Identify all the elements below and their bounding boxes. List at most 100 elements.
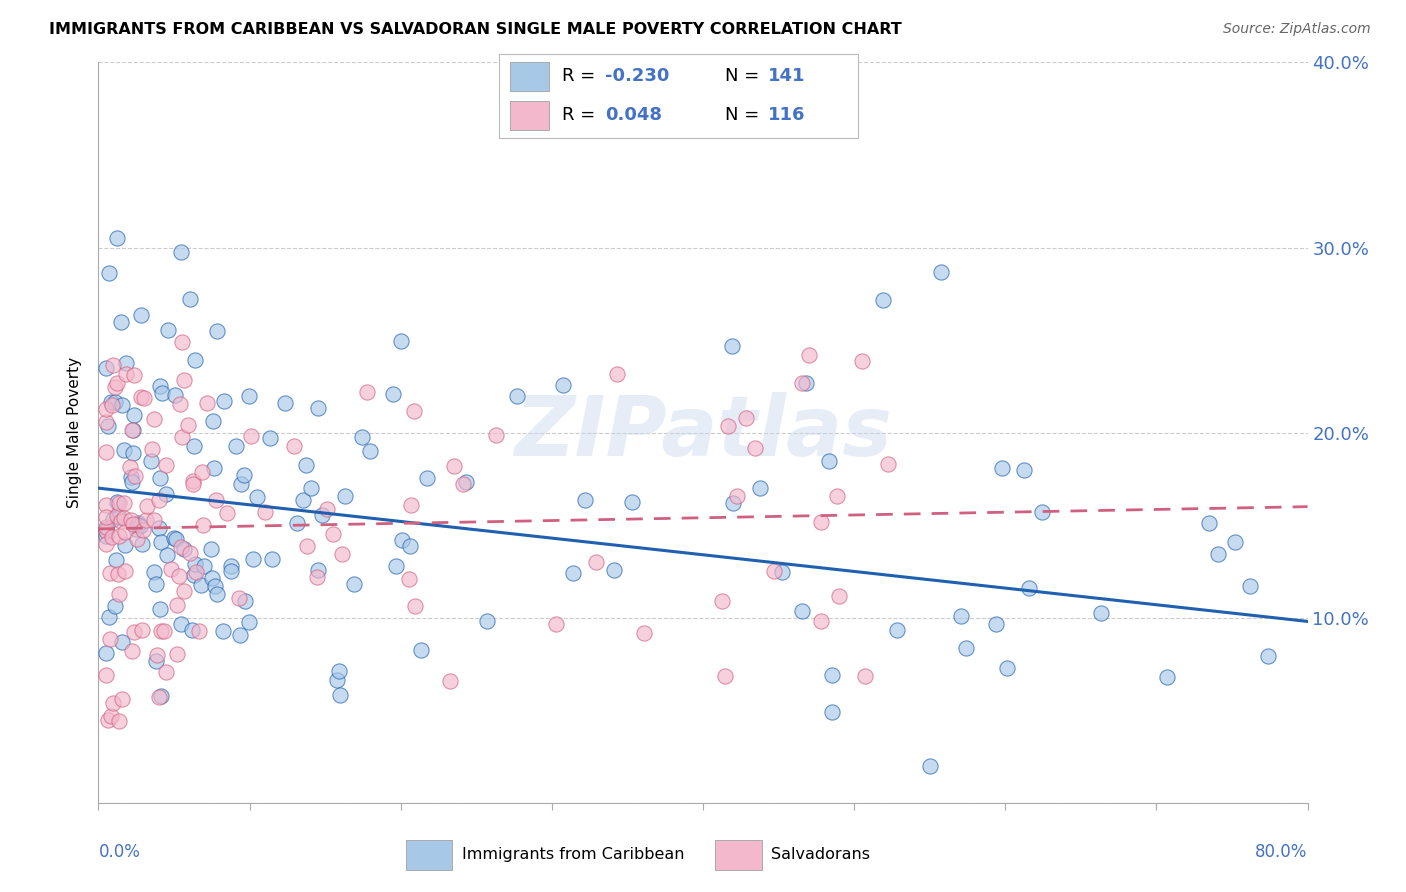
Point — [202, 460, 225, 475]
Point — [219, 559, 242, 574]
Point — [155, 458, 177, 472]
Text: Immigrants from Caribbean: Immigrants from Caribbean — [461, 847, 685, 862]
Point — [129, 519, 152, 533]
Point — [100, 709, 122, 723]
Point — [770, 565, 793, 579]
Point — [744, 441, 766, 455]
Point — [404, 403, 426, 417]
Point — [238, 615, 260, 629]
Point — [454, 475, 477, 489]
Point — [166, 647, 188, 661]
Point — [115, 367, 138, 381]
Text: Salvadorans: Salvadorans — [770, 847, 870, 862]
Point — [124, 469, 146, 483]
Point — [121, 517, 143, 532]
Point — [356, 385, 378, 400]
Point — [399, 498, 422, 512]
Point — [131, 537, 153, 551]
Point — [101, 358, 124, 372]
Point — [851, 353, 873, 368]
Text: R =: R = — [562, 106, 600, 124]
Point — [188, 624, 211, 639]
Point — [181, 477, 204, 491]
Point — [238, 389, 260, 403]
Point — [797, 348, 820, 362]
Point — [1031, 505, 1053, 519]
Point — [398, 539, 420, 553]
Point — [122, 423, 145, 437]
Point — [810, 614, 832, 628]
Point — [416, 471, 439, 485]
Bar — [716, 839, 762, 870]
Point — [97, 266, 120, 280]
Point — [1012, 463, 1035, 477]
Point — [574, 493, 596, 508]
Point — [94, 415, 117, 429]
Point — [818, 454, 841, 468]
Point — [1156, 671, 1178, 685]
Point — [853, 669, 876, 683]
Point — [714, 669, 737, 683]
Point — [204, 579, 226, 593]
Point — [929, 265, 952, 279]
Point — [131, 390, 153, 404]
Text: N =: N = — [725, 68, 765, 86]
Point — [166, 598, 188, 612]
Point — [160, 561, 183, 575]
Point — [94, 524, 117, 538]
Point — [179, 293, 201, 307]
Point — [94, 402, 117, 417]
Point — [233, 594, 256, 608]
Point — [191, 466, 214, 480]
Point — [122, 624, 145, 639]
Point — [322, 526, 344, 541]
Point — [94, 445, 117, 459]
Bar — [510, 101, 550, 130]
Point — [94, 522, 117, 536]
Point — [205, 324, 228, 338]
Point — [506, 389, 529, 403]
Point — [544, 616, 567, 631]
Point — [107, 529, 129, 543]
Point — [872, 293, 894, 307]
Point — [121, 446, 143, 460]
Point — [229, 628, 252, 642]
Point — [918, 758, 941, 772]
Point — [105, 231, 128, 245]
Point — [193, 559, 215, 574]
Point — [585, 555, 607, 569]
Point — [329, 688, 352, 702]
Point — [132, 391, 155, 405]
Point — [984, 617, 1007, 632]
Point — [97, 419, 120, 434]
Point — [101, 696, 124, 710]
Point — [122, 409, 145, 423]
Point — [170, 335, 193, 350]
Point — [294, 458, 316, 473]
Point — [145, 654, 167, 668]
Point — [810, 515, 832, 529]
Point — [111, 692, 134, 706]
Point — [145, 577, 167, 591]
Point — [200, 542, 222, 557]
Point — [167, 569, 190, 583]
Point — [439, 673, 461, 688]
Point — [150, 385, 173, 400]
Y-axis label: Single Male Poverty: Single Male Poverty — [67, 357, 83, 508]
Point — [404, 599, 426, 613]
Point — [120, 513, 142, 527]
Point — [180, 623, 202, 637]
Point — [328, 664, 350, 678]
Point — [794, 376, 817, 390]
Point — [995, 661, 1018, 675]
Point — [131, 308, 153, 322]
Point — [297, 539, 319, 553]
Point — [107, 587, 129, 601]
Point — [183, 353, 205, 368]
Point — [299, 481, 322, 495]
Text: 141: 141 — [768, 68, 806, 86]
Point — [135, 513, 157, 527]
Point — [101, 398, 124, 412]
Text: ZIPatlas: ZIPatlas — [515, 392, 891, 473]
Point — [156, 549, 179, 563]
